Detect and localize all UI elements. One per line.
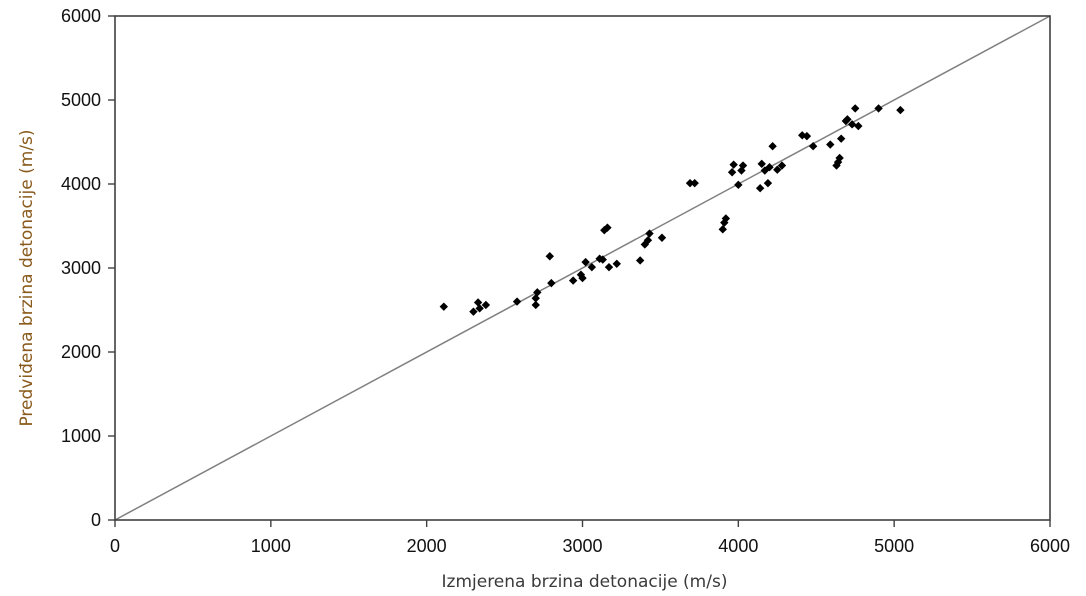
x-tick-label: 3000 [562, 536, 602, 556]
data-point [645, 229, 654, 238]
data-point [473, 298, 483, 307]
data-point [578, 273, 587, 283]
data-point [469, 307, 478, 316]
data-point [835, 153, 844, 163]
data-point [545, 252, 554, 261]
data-point [547, 278, 556, 288]
data-point [612, 259, 621, 268]
y-tick-label: 4000 [61, 174, 101, 194]
data-point [512, 297, 522, 306]
data-point [727, 168, 737, 177]
data-point [768, 142, 777, 151]
data-point [531, 300, 540, 310]
data-point [765, 163, 774, 172]
data-point [847, 120, 857, 129]
data-point [643, 236, 653, 245]
data-point [475, 304, 484, 313]
data-point [896, 105, 905, 115]
data-point [798, 131, 807, 140]
x-axis-ticks: 0 1000 2000 3000 4000 5000 6000 [110, 520, 1070, 556]
data-point [843, 115, 852, 124]
data-point [657, 233, 667, 242]
data-point [763, 178, 773, 188]
y-tick-label: 6000 [61, 6, 101, 26]
x-tick-label: 0 [110, 536, 120, 556]
y-tick-label: 5000 [61, 90, 101, 110]
data-point [603, 223, 612, 232]
data-point [721, 214, 731, 223]
data-point [690, 178, 699, 188]
data-point [587, 262, 597, 272]
data-point [635, 256, 645, 265]
data-point [808, 142, 818, 151]
data-point [802, 131, 812, 141]
y-tick-label: 2000 [61, 342, 101, 362]
x-tick-label: 1000 [251, 536, 291, 556]
diagonal-reference-line [114, 15, 1051, 521]
y-tick-label: 3000 [61, 258, 101, 278]
data-point [851, 104, 860, 113]
data-point [439, 302, 449, 311]
data-point [755, 184, 765, 193]
x-tick-label: 2000 [407, 536, 447, 556]
x-axis-title: Izmjerena brzina detonacije (m/s) [442, 572, 728, 592]
data-point [874, 104, 883, 113]
data-point [773, 165, 782, 174]
data-point [760, 166, 770, 175]
data-point [854, 121, 863, 131]
y-axis-title: Predviđena brzina detonacije (m/s) [17, 129, 37, 426]
data-point [533, 288, 542, 297]
data-point [581, 257, 590, 267]
data-point [738, 161, 748, 170]
data-point [640, 240, 650, 249]
data-point [531, 294, 540, 303]
x-tick-label: 5000 [874, 536, 914, 556]
y-tick-label: 1000 [61, 426, 101, 446]
data-point [568, 276, 578, 285]
x-tick-label: 4000 [718, 536, 758, 556]
data-point [729, 160, 738, 169]
data-point [598, 255, 607, 264]
data-point [757, 159, 766, 169]
data-point [604, 262, 614, 272]
data-point [836, 134, 846, 143]
x-tick-label: 6000 [1030, 536, 1070, 556]
y-tick-label: 0 [91, 510, 101, 530]
data-point [777, 161, 787, 170]
data-point [737, 166, 746, 175]
data-point [826, 140, 835, 149]
data-point [734, 180, 743, 190]
data-point [481, 300, 491, 310]
data-point [718, 225, 727, 234]
data-point [685, 178, 695, 188]
reference-line-layer [114, 15, 1051, 521]
data-points-layer [439, 104, 905, 316]
y-axis-ticks: 0 1000 2000 3000 4000 5000 6000 [61, 6, 115, 530]
